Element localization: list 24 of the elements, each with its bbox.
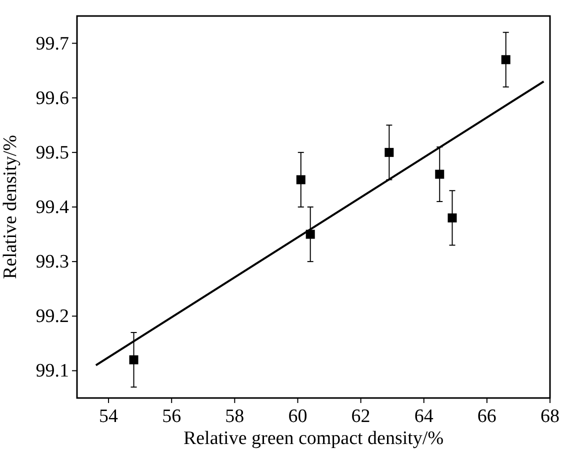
x-tick-label: 62 xyxy=(351,406,370,427)
y-tick-label: 99.4 xyxy=(36,197,70,218)
y-tick-label: 99.1 xyxy=(36,360,69,382)
x-tick-label: 64 xyxy=(414,406,434,427)
y-tick-label: 99.5 xyxy=(36,142,69,164)
x-tick-label: 56 xyxy=(162,406,182,427)
point xyxy=(296,175,306,184)
x-tick-label: 58 xyxy=(225,406,244,427)
point xyxy=(448,213,457,222)
point xyxy=(501,55,510,64)
x-tick-label: 54 xyxy=(99,406,119,427)
point xyxy=(306,230,315,239)
y-tick-label: 99.2 xyxy=(36,306,69,328)
y-axis-title: Relative density/% xyxy=(0,134,21,280)
y-tick-label: 99.6 xyxy=(36,88,69,109)
x-axis-title: Relative green compact density/% xyxy=(183,428,444,449)
point xyxy=(384,148,394,157)
x-tick-label: 60 xyxy=(288,406,308,427)
x-tick-label: 66 xyxy=(477,406,496,427)
point xyxy=(129,355,138,364)
x-tick-label: 68 xyxy=(540,406,560,427)
point xyxy=(435,170,444,179)
y-tick-label: 99.7 xyxy=(36,33,69,54)
y-tick-label: 99.3 xyxy=(36,252,69,273)
